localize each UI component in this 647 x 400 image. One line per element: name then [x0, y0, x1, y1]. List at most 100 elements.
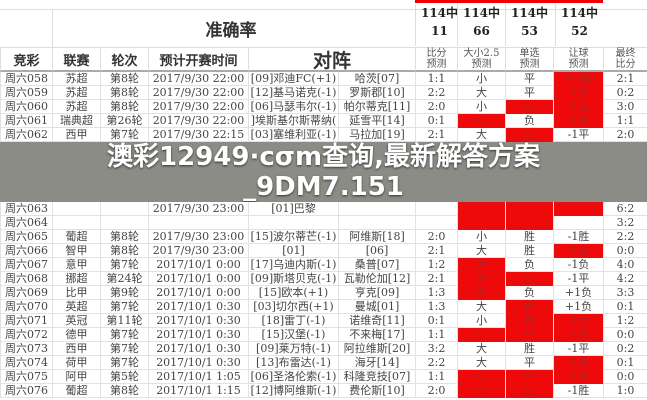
table-cell: 4:2 — [603, 272, 647, 286]
table-cell: [09]斯塔贝克(-1) — [248, 272, 338, 286]
table-cell: 小 — [457, 72, 505, 86]
accuracy-stat: 114中 66 — [457, 4, 505, 46]
table-cell: 2:0 — [415, 100, 457, 114]
accuracy-value: 52 — [571, 24, 588, 38]
table-cell: 平 — [505, 370, 553, 384]
table-cell: 第24轮 — [100, 272, 148, 286]
table-row: 周六069 比甲 第9轮 2017/10/1 0:00 [15]欧本(+1) 亨克[09]… — [0, 286, 647, 300]
table-cell: 2:2 — [415, 356, 457, 370]
table-cell: 胜 — [505, 100, 553, 114]
table-cell: 第8轮 — [100, 230, 148, 244]
table-cell — [505, 216, 553, 230]
table-cell: -1负 — [553, 86, 603, 100]
table-cell: 周六058 — [0, 72, 52, 86]
table-cell: 第11轮 — [100, 314, 148, 328]
table-cell: 2017/9/30 22:00 — [148, 114, 248, 128]
table-cell: 0:1 — [603, 300, 647, 314]
column-header: 对阵 — [248, 47, 415, 72]
table-cell — [148, 216, 248, 230]
table-cell: 意甲 — [52, 258, 100, 272]
table-cell: 大 — [457, 86, 505, 100]
table-cell: -1胜 — [553, 100, 603, 114]
accuracy-count-label: 114中 — [510, 6, 549, 20]
table-cell: 1:3 — [415, 286, 457, 300]
table-cell — [248, 216, 338, 230]
table-cell: 第7轮 — [100, 328, 148, 342]
table-cell: -1胜 — [553, 230, 603, 244]
table-cell: 小 — [457, 328, 505, 342]
table-cell: 大 — [457, 244, 505, 258]
table-cell: 0:1 — [415, 314, 457, 328]
table-cell: 阿甲 — [52, 370, 100, 384]
table-cell: 1:0 — [603, 384, 647, 398]
table-cell: 周六072 — [0, 328, 52, 342]
table-cell — [457, 202, 505, 216]
table-cell: 大 — [457, 300, 505, 314]
table-cell: 2017/10/1 0:30 — [148, 300, 248, 314]
table-cell — [505, 202, 553, 216]
accuracy-count-label: 114中 — [462, 6, 501, 20]
table-cell: 西甲 — [52, 342, 100, 356]
table-row: 周六067 意甲 第7轮 2017/10/1 0:00 [17]乌迪内斯(-1) 桑普[0… — [0, 258, 647, 272]
column-header: 竞彩 — [0, 47, 52, 72]
table-cell: 葡超 — [52, 230, 100, 244]
column-header: 比分 预测 — [415, 47, 457, 72]
table-cell: 周六060 — [0, 100, 52, 114]
table-cell: 瑞典超 — [52, 114, 100, 128]
table-cell: 负 — [505, 258, 553, 272]
top-row — [0, 0, 647, 10]
table-cell: 阿维斯[18] — [338, 230, 415, 244]
column-header: 单选 预测 — [505, 47, 553, 72]
table-cell: 胜 — [505, 342, 553, 356]
accuracy-count-label: 114中 — [560, 6, 599, 20]
table-cell: 不来梅[17] — [338, 328, 415, 342]
table-cell: 科隆竞技[07] — [338, 370, 415, 384]
table-cell: 0:0 — [603, 244, 647, 258]
table-cell: -1平 — [553, 128, 603, 142]
table-row: 周六064 3:2 — [0, 216, 647, 230]
table-cell: 小 — [457, 230, 505, 244]
table-cell: 2017/9/30 23:00 — [148, 244, 248, 258]
table-cell: 周六069 — [0, 286, 52, 300]
table-cell: 2:0 — [415, 230, 457, 244]
table-cell: -1胜 — [553, 244, 603, 258]
table-cell: 周六073 — [0, 342, 52, 356]
table-cell: 大 — [457, 272, 505, 286]
table-cell: 2017/10/1 0:00 — [148, 258, 248, 272]
table-cell: 第8轮 — [100, 384, 148, 398]
table-cell: 1:1 — [415, 72, 457, 86]
table-cell: 周六075 — [0, 370, 52, 384]
table-cell: 0:2 — [603, 342, 647, 356]
table-cell: 苏超 — [52, 100, 100, 114]
table-cell: 负 — [505, 314, 553, 328]
table-cell: 2:2 — [415, 86, 457, 100]
table-row: 周六058 苏超 第8轮 2017/9/30 22:00 [09]邓迪FC(+1) 哈茨[… — [0, 72, 647, 86]
table-cell: 0:0 — [603, 328, 647, 342]
table-cell — [100, 216, 148, 230]
table-cell: 2017/10/1 0:30 — [148, 328, 248, 342]
table-cell: 周六059 — [0, 86, 52, 100]
column-header: 联赛 — [52, 47, 100, 72]
table-row: 周六073 西甲 第7轮 2017/10/1 0:30 [09]莱万特(-1) 阿拉维斯[… — [0, 342, 647, 356]
table-cell: 周六065 — [0, 230, 52, 244]
table-cell: 亨克[09] — [338, 286, 415, 300]
table-cell: 大 — [457, 356, 505, 370]
table-cell: 葡超 — [52, 384, 100, 398]
table-cell: 智甲 — [52, 244, 100, 258]
table-cell: 哈茨[07] — [338, 72, 415, 86]
table-cell: [18]雷丁(-1) — [248, 314, 338, 328]
table-cell: [06]圣洛伦索(-1) — [248, 370, 338, 384]
table-cell: -1负 — [553, 328, 603, 342]
table-cell: [03]切尔西(+1) — [248, 300, 338, 314]
table-cell: [03]塞维利亚(-1) — [248, 128, 338, 142]
table-cell: 1:2 — [415, 258, 457, 272]
table-cell: 第26轮 — [100, 114, 148, 128]
table-cell: [15]波尔蒂芒(-1) — [248, 230, 338, 244]
table-cell — [52, 216, 100, 230]
table-cell: 0:1 — [415, 114, 457, 128]
table-cell: 负 — [505, 286, 553, 300]
table-cell: 第7轮 — [100, 258, 148, 272]
column-header: 让球 预测 — [553, 47, 603, 72]
table-cell: 2017/9/30 22:00 — [148, 86, 248, 100]
